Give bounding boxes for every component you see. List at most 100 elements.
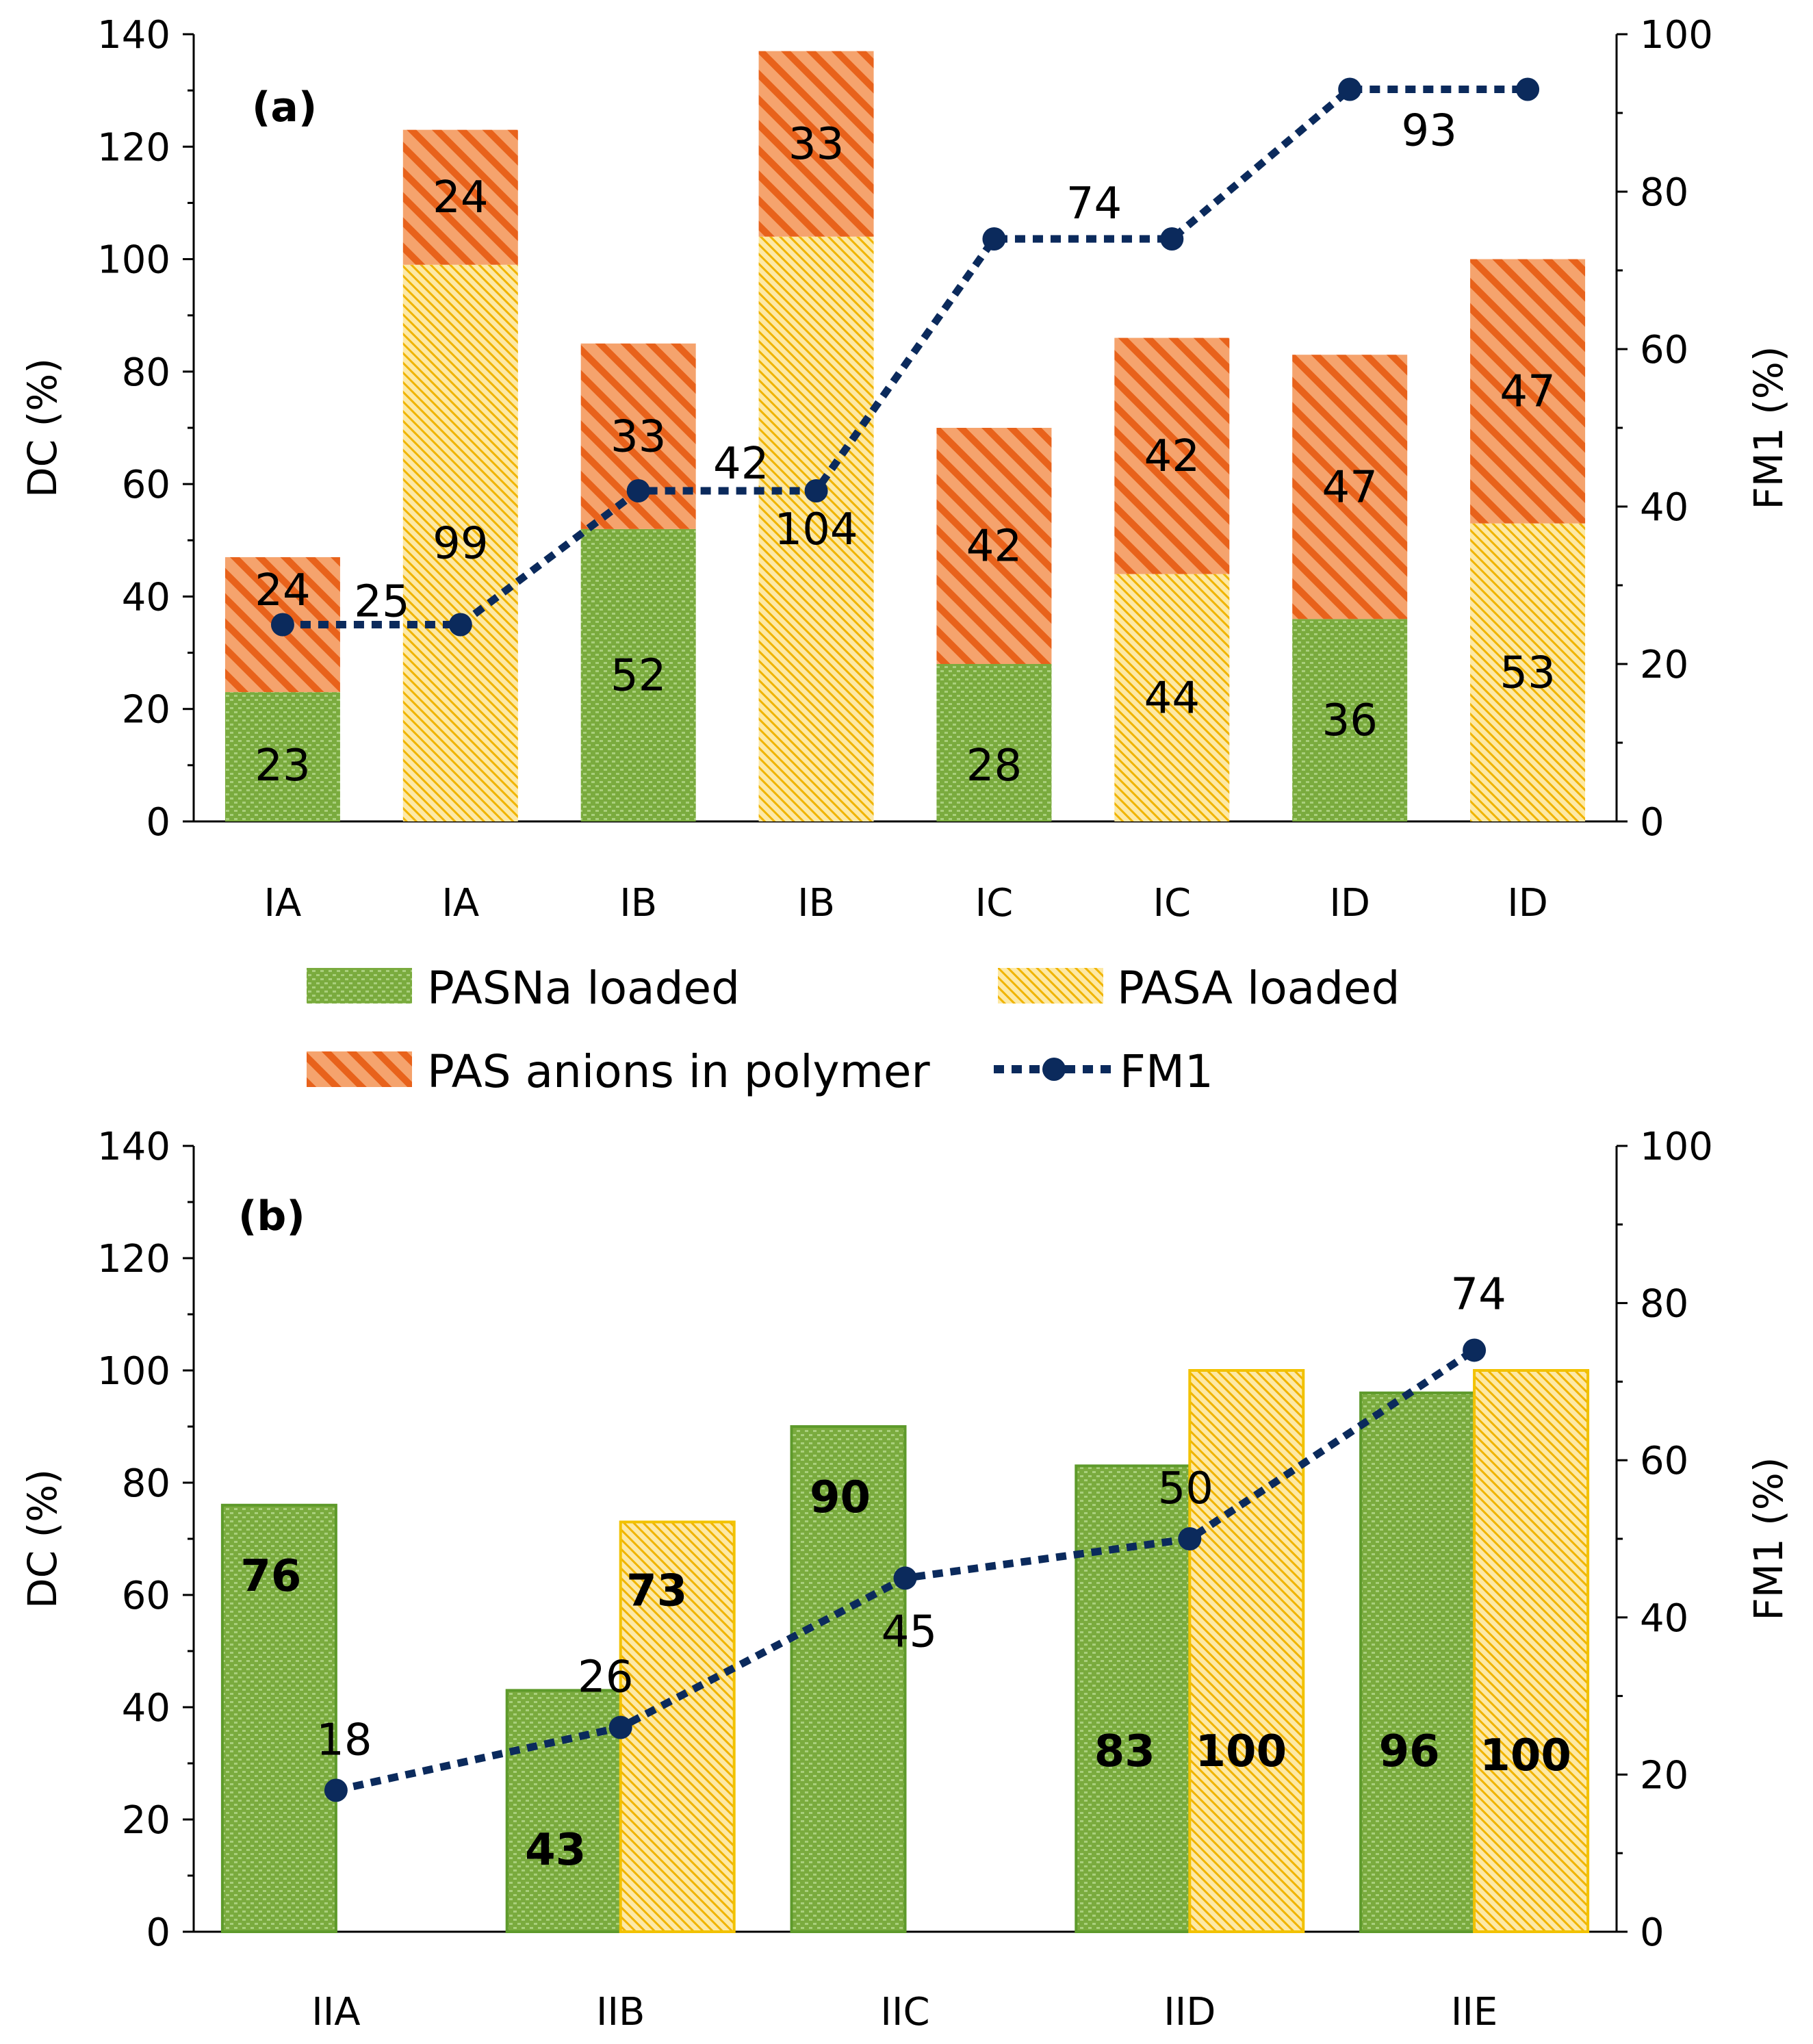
panel-label: (b) bbox=[238, 1192, 305, 1240]
panel-label: (a) bbox=[252, 84, 317, 131]
bar-pasa-IID bbox=[1188, 1369, 1305, 1933]
y-tick-label-right: 80 bbox=[1640, 170, 1688, 215]
fm1-point bbox=[1160, 227, 1184, 251]
data-label-pasna: 43 bbox=[525, 1825, 586, 1876]
bar-pas-ID bbox=[1292, 355, 1408, 619]
y-tick-label-left: 40 bbox=[122, 1686, 170, 1730]
legend-label-pas: PAS anions in polymer bbox=[427, 1045, 931, 1098]
data-label-base: 23 bbox=[255, 741, 310, 791]
bar-pas-IC bbox=[936, 428, 1052, 664]
bar-pasa-ID bbox=[1470, 523, 1586, 821]
y-axis-title-left: DC (%) bbox=[19, 358, 66, 498]
fm1-line bbox=[282, 86, 1528, 628]
data-label-pasna: 76 bbox=[240, 1551, 301, 1602]
legend-label-fm1: FM1 bbox=[1120, 1045, 1213, 1098]
x-tick-label: IA bbox=[264, 881, 302, 925]
x-tick-label: IB bbox=[797, 881, 835, 925]
y-tick-label-left: 0 bbox=[146, 800, 170, 845]
x-tick-label: IA bbox=[441, 881, 479, 925]
fm1-point bbox=[1463, 1338, 1487, 1362]
fm1-point bbox=[982, 227, 1006, 251]
y-axis-title-right: FM1 (%) bbox=[1745, 1457, 1792, 1620]
bar-pasna-IB bbox=[580, 528, 696, 821]
y-tick-label-right: 60 bbox=[1640, 328, 1688, 372]
data-label-base: 44 bbox=[1144, 673, 1200, 724]
y-tick-label-left: 100 bbox=[97, 238, 170, 283]
data-label-top: 24 bbox=[433, 173, 488, 223]
x-tick-label: IB bbox=[619, 881, 657, 925]
data-label-pasna: 90 bbox=[810, 1472, 871, 1523]
fm1-point bbox=[448, 613, 472, 637]
legend-marker-fm1 bbox=[1042, 1058, 1066, 1081]
data-label-pasa: 73 bbox=[626, 1566, 687, 1616]
bar-pasna-IIE bbox=[1359, 1391, 1476, 1934]
y-tick-label-right: 20 bbox=[1640, 643, 1688, 687]
fm1-label: 25 bbox=[354, 577, 409, 628]
legend-swatch-pasna bbox=[307, 968, 412, 1004]
y-tick-label-right: 100 bbox=[1640, 1125, 1713, 1169]
data-label-pasna: 83 bbox=[1094, 1726, 1155, 1777]
bar-pasa-IB bbox=[758, 236, 874, 821]
x-tick-label: IIB bbox=[596, 1990, 645, 2034]
y-tick-label-right: 80 bbox=[1640, 1282, 1688, 1327]
x-tick-label: IID bbox=[1163, 1990, 1216, 2034]
y-tick-label-left: 140 bbox=[97, 1125, 170, 1169]
bar-pas-ID bbox=[1470, 259, 1586, 524]
bar-pas-IC bbox=[1114, 337, 1230, 574]
bar-pasa-IC bbox=[1114, 574, 1230, 821]
y-tick-label-left: 20 bbox=[122, 688, 170, 732]
fm1-label: 45 bbox=[882, 1607, 937, 1657]
data-label-base: 52 bbox=[610, 650, 666, 701]
legend: PASNa loaded PASA loaded PAS anions in p… bbox=[307, 962, 1400, 1098]
chart-panel-a: 0 20 40 60 80 100 120 140 0 20 40 60 80 100 DC (%) FM1 … bbox=[19, 13, 1792, 925]
legend-label-pasa: PASA loaded bbox=[1117, 962, 1400, 1014]
fm1-label: 18 bbox=[316, 1715, 372, 1765]
y-tick-label-left: 0 bbox=[146, 1911, 170, 1955]
fm1-label: 74 bbox=[1066, 179, 1122, 229]
bar-pas-IB bbox=[758, 51, 874, 237]
data-label-top: 33 bbox=[610, 411, 666, 462]
bar-pasna-IIB bbox=[505, 1689, 622, 1933]
bar-pasa-IA bbox=[402, 264, 518, 821]
data-label-top: 42 bbox=[1144, 431, 1200, 482]
y-tick-label-left: 60 bbox=[122, 1574, 170, 1618]
data-label-base: 99 bbox=[433, 518, 488, 569]
data-label-base: 53 bbox=[1500, 648, 1555, 698]
fm1-point bbox=[893, 1566, 917, 1590]
data-label-top: 47 bbox=[1322, 462, 1377, 513]
x-tick-label: IC bbox=[1153, 881, 1192, 925]
y-axis-title-left: DC (%) bbox=[19, 1469, 66, 1609]
y-tick-label-left: 40 bbox=[122, 575, 170, 619]
y-tick-label-left: 100 bbox=[97, 1349, 170, 1394]
data-label-top: 24 bbox=[255, 565, 310, 616]
data-label-base: 36 bbox=[1322, 695, 1377, 746]
y-tick-label-left: 60 bbox=[122, 463, 170, 507]
y-axis-title-right: FM1 (%) bbox=[1745, 346, 1792, 509]
bar-pasa-IIE bbox=[1473, 1369, 1590, 1933]
bar-pasna-IIA bbox=[220, 1503, 337, 1934]
chart-panel-b: 0 20 40 60 80 100 120 140 0 20 40 60 80 100 DC (%) FM1 … bbox=[19, 1125, 1792, 2034]
bar-pasa-IIB bbox=[619, 1520, 736, 1933]
y-tick-label-right: 40 bbox=[1640, 1596, 1688, 1641]
bar-pasna-IIC bbox=[790, 1425, 907, 1933]
data-label-base: 104 bbox=[774, 504, 858, 555]
fm1-label: 50 bbox=[1158, 1464, 1213, 1514]
fm1-label: 26 bbox=[578, 1652, 633, 1703]
fm1-point bbox=[1178, 1527, 1202, 1550]
y-tick-label-right: 60 bbox=[1640, 1439, 1688, 1483]
data-label-top: 33 bbox=[788, 119, 844, 170]
y-tick-label-left: 80 bbox=[122, 1461, 170, 1506]
fm1-point bbox=[270, 613, 294, 637]
x-tick-label: IIA bbox=[311, 1990, 360, 2034]
fm1-point bbox=[608, 1715, 632, 1739]
fm1-point bbox=[1338, 77, 1362, 101]
x-tick-label: ID bbox=[1329, 881, 1370, 925]
y-tick-label-left: 120 bbox=[97, 125, 170, 170]
y-tick-label-right: 40 bbox=[1640, 485, 1688, 530]
fm1-point bbox=[626, 479, 650, 502]
bar-pasna-ID bbox=[1292, 619, 1408, 821]
x-tick-label: IIE bbox=[1451, 1990, 1497, 2034]
y-tick-label-right: 0 bbox=[1640, 1911, 1664, 1955]
fm1-label: 42 bbox=[713, 439, 769, 489]
